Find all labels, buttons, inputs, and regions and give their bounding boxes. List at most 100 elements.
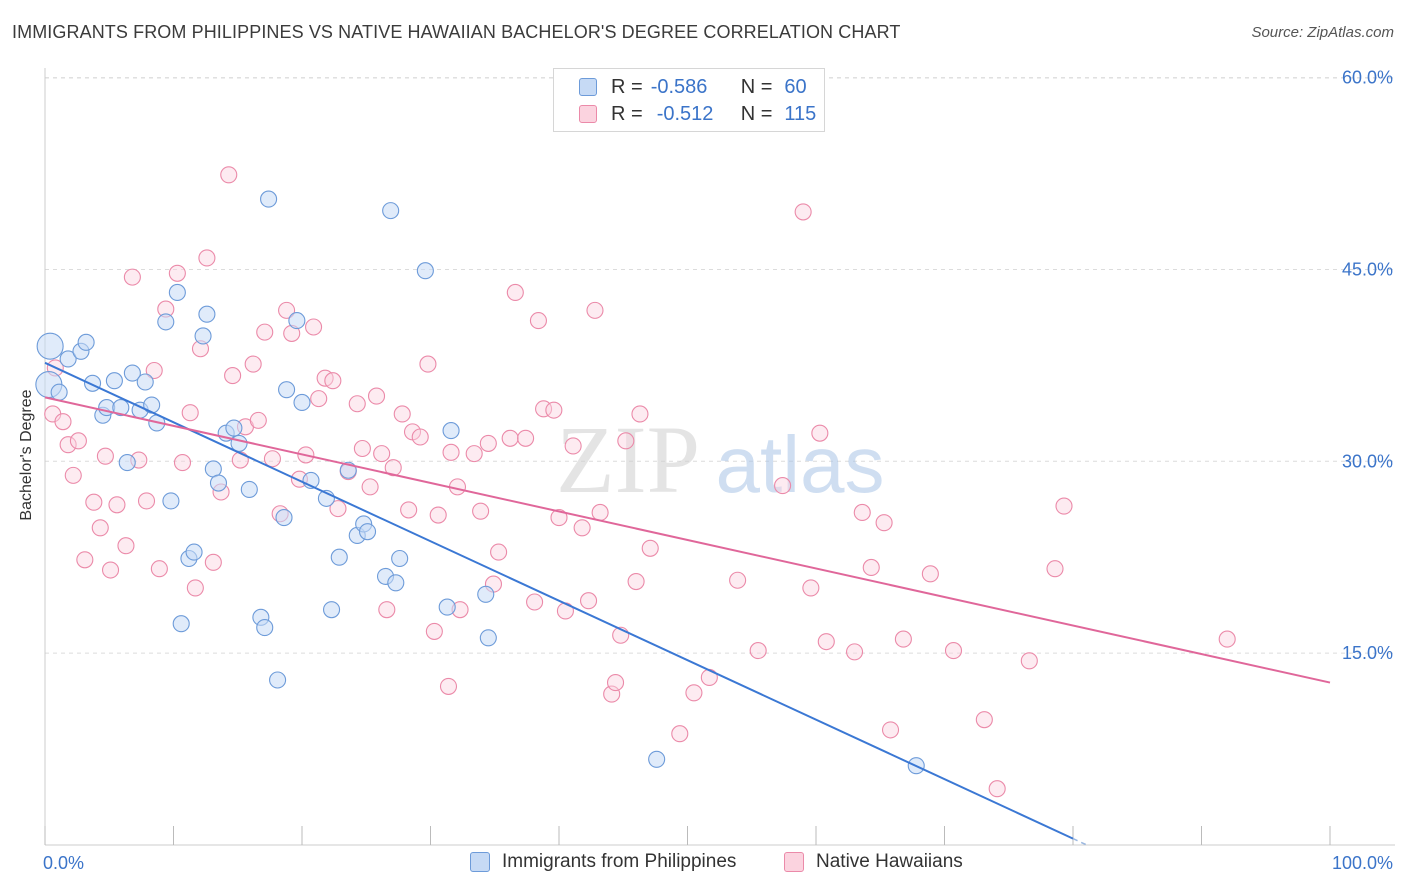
data-point [181, 404, 199, 422]
trend-line-hawaiians [44, 396, 1331, 684]
data-point [627, 572, 645, 591]
data-point [802, 579, 820, 597]
data-point [329, 500, 347, 518]
data-point [185, 543, 203, 561]
data-point [862, 558, 880, 577]
data-point [323, 601, 341, 619]
source-label: Source: ZipAtlas.com [1251, 24, 1394, 41]
data-point [162, 492, 180, 510]
data-point [77, 333, 95, 351]
legend-n-label: N = [740, 102, 773, 125]
data-point [353, 439, 371, 458]
watermark: ZIP atlas [556, 406, 884, 513]
data-point [305, 318, 323, 336]
data-point [224, 367, 242, 385]
data-point [591, 503, 609, 522]
legend-row-hawaiians: R = -0.512 N = 115 [554, 101, 816, 127]
data-point [137, 492, 156, 510]
data-point [157, 313, 175, 331]
data-point [186, 579, 204, 597]
data-point [117, 537, 135, 555]
data-point [91, 519, 109, 537]
data-point [501, 429, 519, 447]
data-point [263, 450, 281, 468]
data-point [50, 383, 68, 401]
data-point [1020, 652, 1038, 670]
legend-r-value: -0.586 [650, 75, 708, 98]
data-point [479, 434, 497, 452]
series-legend-hawaiians[interactable]: Native Hawaiians [784, 851, 963, 873]
data-point [545, 401, 563, 419]
data-point [367, 387, 386, 405]
legend-swatch-blue [579, 78, 597, 96]
series-swatch-blue [470, 852, 490, 872]
data-point [490, 543, 508, 561]
data-point [112, 399, 130, 417]
data-point [580, 592, 598, 610]
data-point [278, 301, 296, 319]
data-point [384, 459, 402, 477]
data-point [606, 674, 625, 692]
data-point [310, 390, 328, 408]
data-point [36, 332, 64, 360]
data-point [387, 574, 405, 592]
data-point [921, 565, 939, 583]
data-point [69, 432, 87, 450]
data-point [244, 355, 262, 373]
data-point [411, 428, 429, 446]
data-point [439, 677, 458, 695]
data-point [442, 443, 460, 461]
legend-r-value: -0.512 [656, 102, 714, 125]
data-point [875, 514, 893, 532]
data-point [59, 436, 77, 454]
legend-n-value: 115 [784, 102, 817, 125]
philippines-points [35, 190, 925, 775]
data-point [393, 405, 411, 423]
data-point [416, 262, 434, 280]
series-legend: Immigrants from Philippines Native Hawai… [0, 851, 1406, 877]
legend-swatch-pink [579, 105, 597, 123]
data-point [811, 424, 829, 442]
data-point [944, 642, 963, 660]
series-name: Native Hawaiians [816, 851, 963, 872]
data-point [101, 561, 120, 579]
data-point [472, 502, 490, 520]
data-point [198, 249, 216, 267]
data-point [231, 451, 249, 469]
data-point [269, 671, 287, 689]
data-point [168, 264, 186, 282]
data-point [194, 327, 212, 345]
data-point [749, 642, 767, 660]
data-point [256, 323, 274, 341]
series-name: Immigrants from Philippines [502, 851, 737, 872]
data-point [648, 750, 666, 768]
data-point [256, 619, 274, 637]
data-point [881, 721, 900, 739]
series-legend-philippines[interactable]: Immigrants from Philippines [470, 851, 736, 873]
data-point [96, 447, 114, 465]
trend-lines [44, 361, 1331, 846]
data-point [550, 509, 568, 527]
data-point [240, 480, 258, 498]
data-point [526, 593, 544, 611]
data-point [845, 643, 864, 661]
data-point [108, 496, 126, 514]
data-point [477, 585, 495, 603]
y-tick-label: 45.0% [1342, 259, 1393, 279]
data-point [382, 202, 400, 220]
data-point [85, 493, 103, 511]
data-point [442, 422, 460, 440]
legend-n-value: 60 [784, 75, 807, 98]
data-point [54, 413, 72, 431]
data-point [198, 305, 216, 323]
data-point [173, 454, 192, 472]
data-point [260, 190, 278, 208]
trend-line-extension [1072, 837, 1087, 846]
data-point [794, 203, 812, 221]
legend-row-philippines: R = -0.586 N = 60 [554, 74, 807, 100]
y-tick-label: 30.0% [1342, 451, 1393, 471]
data-point [1218, 630, 1236, 648]
data-point [373, 445, 391, 463]
data-point [438, 598, 456, 616]
